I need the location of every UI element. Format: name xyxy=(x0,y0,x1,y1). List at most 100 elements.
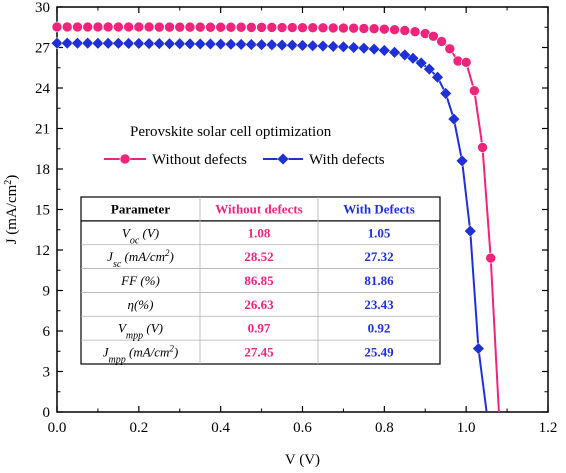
data-point xyxy=(61,21,73,33)
data-point xyxy=(214,37,227,51)
data-point xyxy=(245,38,258,51)
x-tick-label: 0.2 xyxy=(129,420,148,436)
table-cell-with: 23.43 xyxy=(364,297,394,312)
y-axis-title: J (mA/cm2) xyxy=(3,175,21,245)
legend: Perovskite solar cell optimization Witho… xyxy=(104,124,385,168)
legend-label: With defects xyxy=(309,152,385,168)
y-tick-label: 3 xyxy=(43,365,51,381)
table-frame xyxy=(80,196,441,365)
data-point xyxy=(286,22,298,33)
data-point xyxy=(132,37,145,50)
data-point xyxy=(307,22,319,33)
data-point xyxy=(255,38,268,51)
data-point xyxy=(415,56,428,70)
data-point xyxy=(225,21,237,33)
data-point xyxy=(436,36,447,47)
data-point xyxy=(378,44,391,57)
data-point xyxy=(388,46,401,59)
data-point xyxy=(234,38,248,51)
data-point xyxy=(327,40,340,53)
x-tick-label: 0.8 xyxy=(375,420,394,436)
legend-item-without-defects: Without defects xyxy=(104,152,247,168)
data-point xyxy=(275,38,289,52)
data-point xyxy=(398,48,411,62)
data-point xyxy=(485,252,497,264)
table-param-cell: η(%) xyxy=(128,297,154,312)
table-param-cell: FF (%) xyxy=(120,273,160,288)
y-tick-label: 0 xyxy=(43,405,51,421)
data-point xyxy=(183,37,197,51)
data-point xyxy=(286,39,299,52)
data-point xyxy=(447,112,461,126)
y-tick-label: 18 xyxy=(35,162,50,178)
series-layer xyxy=(50,21,500,413)
data-point xyxy=(297,22,308,33)
data-point xyxy=(101,37,115,50)
legend-title: Perovskite solar cell optimization xyxy=(130,124,332,140)
data-point xyxy=(464,224,477,238)
x-tick-label: 1.2 xyxy=(539,420,558,436)
data-point xyxy=(358,23,370,34)
table-cell-without: 1.08 xyxy=(248,225,271,240)
data-point xyxy=(92,21,104,33)
data-point xyxy=(367,42,381,56)
data-point xyxy=(122,37,135,50)
table-cell-without: 27.45 xyxy=(244,345,274,360)
data-point xyxy=(265,38,278,51)
data-point xyxy=(368,23,380,35)
data-point xyxy=(91,37,105,50)
x-tick-label: 1.0 xyxy=(457,420,476,436)
data-point xyxy=(472,342,485,355)
table-param-cell: Vmpp (V) xyxy=(118,321,163,342)
y-tick-label: 24 xyxy=(35,81,51,97)
data-point xyxy=(153,37,166,50)
data-point xyxy=(204,37,217,51)
data-point xyxy=(173,37,186,50)
table-cell-without: 28.52 xyxy=(244,249,273,264)
data-point xyxy=(409,26,421,38)
data-point xyxy=(337,40,350,53)
legend-label: Without defects xyxy=(152,152,247,168)
series-without-defects xyxy=(51,21,500,413)
parameter-table: Parameter Without defects With Defects Voc … xyxy=(80,196,441,366)
table-cell-with: 1.05 xyxy=(368,225,391,240)
x-tick-label: 0.6 xyxy=(293,420,312,436)
data-point xyxy=(102,21,114,33)
y-tick-label: 15 xyxy=(35,203,50,219)
data-point xyxy=(112,37,125,50)
data-point xyxy=(306,39,319,52)
data-point xyxy=(428,30,439,42)
axes-layer: 0.0 0.2 0.4 0.6 0.8 1.0 1.2 0 3 6 9 12 15 18 21 24 27 30 xyxy=(35,0,557,436)
data-point xyxy=(455,154,469,168)
series-with-defects xyxy=(50,37,488,413)
table-param-cell: Jmpp (mA/cm2) xyxy=(103,344,179,366)
table-cell-without: 86.85 xyxy=(244,273,274,288)
data-point xyxy=(256,22,267,33)
data-point xyxy=(276,22,288,33)
data-point xyxy=(113,21,124,33)
y-tick-label: 30 xyxy=(35,0,50,16)
data-point xyxy=(317,22,329,34)
data-point xyxy=(357,42,371,55)
data-point xyxy=(469,85,480,96)
data-point xyxy=(439,87,452,100)
data-point xyxy=(50,37,64,50)
data-point xyxy=(423,62,436,76)
table-param-cell: Jsc (mA/cm2) xyxy=(107,248,174,270)
data-point xyxy=(143,21,155,33)
data-point xyxy=(327,22,339,34)
data-point xyxy=(460,57,472,68)
data-point xyxy=(389,24,400,35)
y-tick-label: 21 xyxy=(35,122,50,138)
data-point xyxy=(338,22,349,34)
data-point xyxy=(61,37,74,50)
y-tick-label: 12 xyxy=(35,243,50,259)
data-point xyxy=(51,21,63,33)
data-point xyxy=(164,21,175,33)
data-point xyxy=(235,21,247,33)
data-point xyxy=(444,43,456,55)
table-cell-with: 27.32 xyxy=(364,249,393,264)
data-point xyxy=(406,52,420,65)
data-point xyxy=(477,142,488,153)
